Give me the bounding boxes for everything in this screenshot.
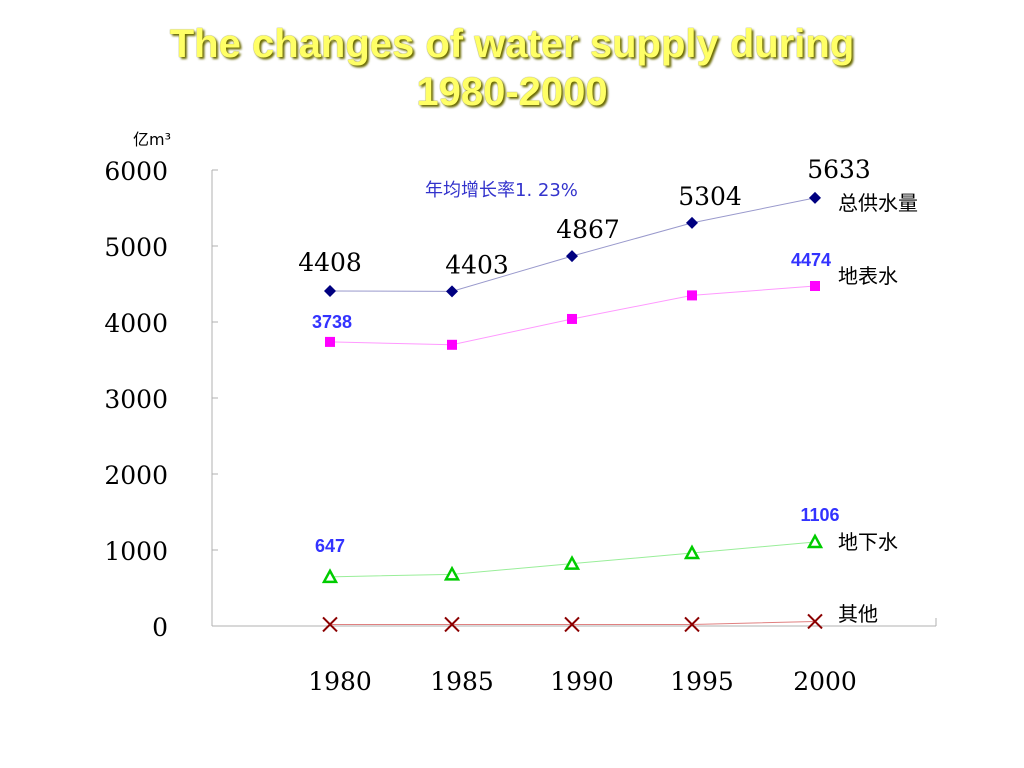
data-point-x xyxy=(564,616,580,633)
x-mark-stroke xyxy=(564,616,580,633)
y-unit-label: 亿m³ xyxy=(133,130,171,149)
series-name-label: 地表水 xyxy=(838,264,898,288)
total-data-label: 4408 xyxy=(298,248,362,277)
data-point-triangle xyxy=(683,544,701,560)
x-tick-label: 1980 xyxy=(308,667,372,696)
data-point-triangle xyxy=(563,555,581,570)
data-point-triangle xyxy=(806,533,824,549)
chart-axes: 0 1000 2000 3000 4000 5000 6000 1980 1985 1990 199… xyxy=(104,130,937,696)
data-point-x xyxy=(807,613,823,630)
data-point-triangle xyxy=(321,568,339,584)
series-name-label: 总供水量 xyxy=(838,191,918,215)
x-tick-label: 1990 xyxy=(550,667,614,696)
data-point-square xyxy=(325,336,335,347)
series-data-label: 1106 xyxy=(800,505,839,525)
data-point-x xyxy=(444,616,460,633)
title-line-1: The changes of water supply during xyxy=(169,22,855,66)
series-markers xyxy=(321,191,824,633)
data-point-triangle xyxy=(443,565,461,581)
x-mark-stroke xyxy=(322,616,338,633)
series-data-label: 4474 xyxy=(791,250,831,270)
x-mark-stroke xyxy=(444,616,460,633)
series-name-label: 其他 xyxy=(838,602,878,626)
series-line xyxy=(329,197,816,292)
data-point-diamond xyxy=(809,191,821,204)
data-point-square xyxy=(567,313,577,324)
y-tick-label: 5000 xyxy=(104,233,168,262)
total-data-label: 5633 xyxy=(807,155,871,184)
x-tick-label: 1995 xyxy=(670,667,734,696)
x-mark-stroke xyxy=(807,613,823,630)
data-point-diamond xyxy=(324,284,336,297)
x-tick-label: 2000 xyxy=(793,667,857,696)
data-point-diamond xyxy=(566,250,578,263)
total-data-label: 4403 xyxy=(445,250,509,279)
data-point-x xyxy=(322,616,338,633)
series-name-label: 地下水 xyxy=(838,530,898,554)
y-tick-label: 0 xyxy=(152,613,168,642)
y-tick-label: 4000 xyxy=(104,309,168,338)
y-tick-label: 2000 xyxy=(104,461,168,490)
chart-title: The changes of water supply during 1980-… xyxy=(0,20,1024,116)
series-data-label: 3738 xyxy=(312,312,352,332)
series-data-label: 647 xyxy=(315,536,345,556)
x-mark-stroke xyxy=(684,616,700,633)
data-point-x xyxy=(684,616,700,633)
total-data-label: 5304 xyxy=(678,182,742,211)
data-point-diamond xyxy=(686,216,698,229)
y-tick-label: 6000 xyxy=(104,157,168,186)
data-point-square xyxy=(687,290,697,301)
data-point-square xyxy=(447,339,457,350)
x-tick-label: 1985 xyxy=(430,667,494,696)
growth-rate-annotation: 年均增长率1. 23% xyxy=(425,180,578,201)
y-tick-label: 3000 xyxy=(104,385,168,414)
title-line-2: 1980-2000 xyxy=(416,70,608,114)
data-point-diamond xyxy=(446,285,458,298)
y-tick-label: 1000 xyxy=(104,537,168,566)
total-data-label: 4867 xyxy=(556,215,620,244)
data-point-square xyxy=(810,280,820,291)
